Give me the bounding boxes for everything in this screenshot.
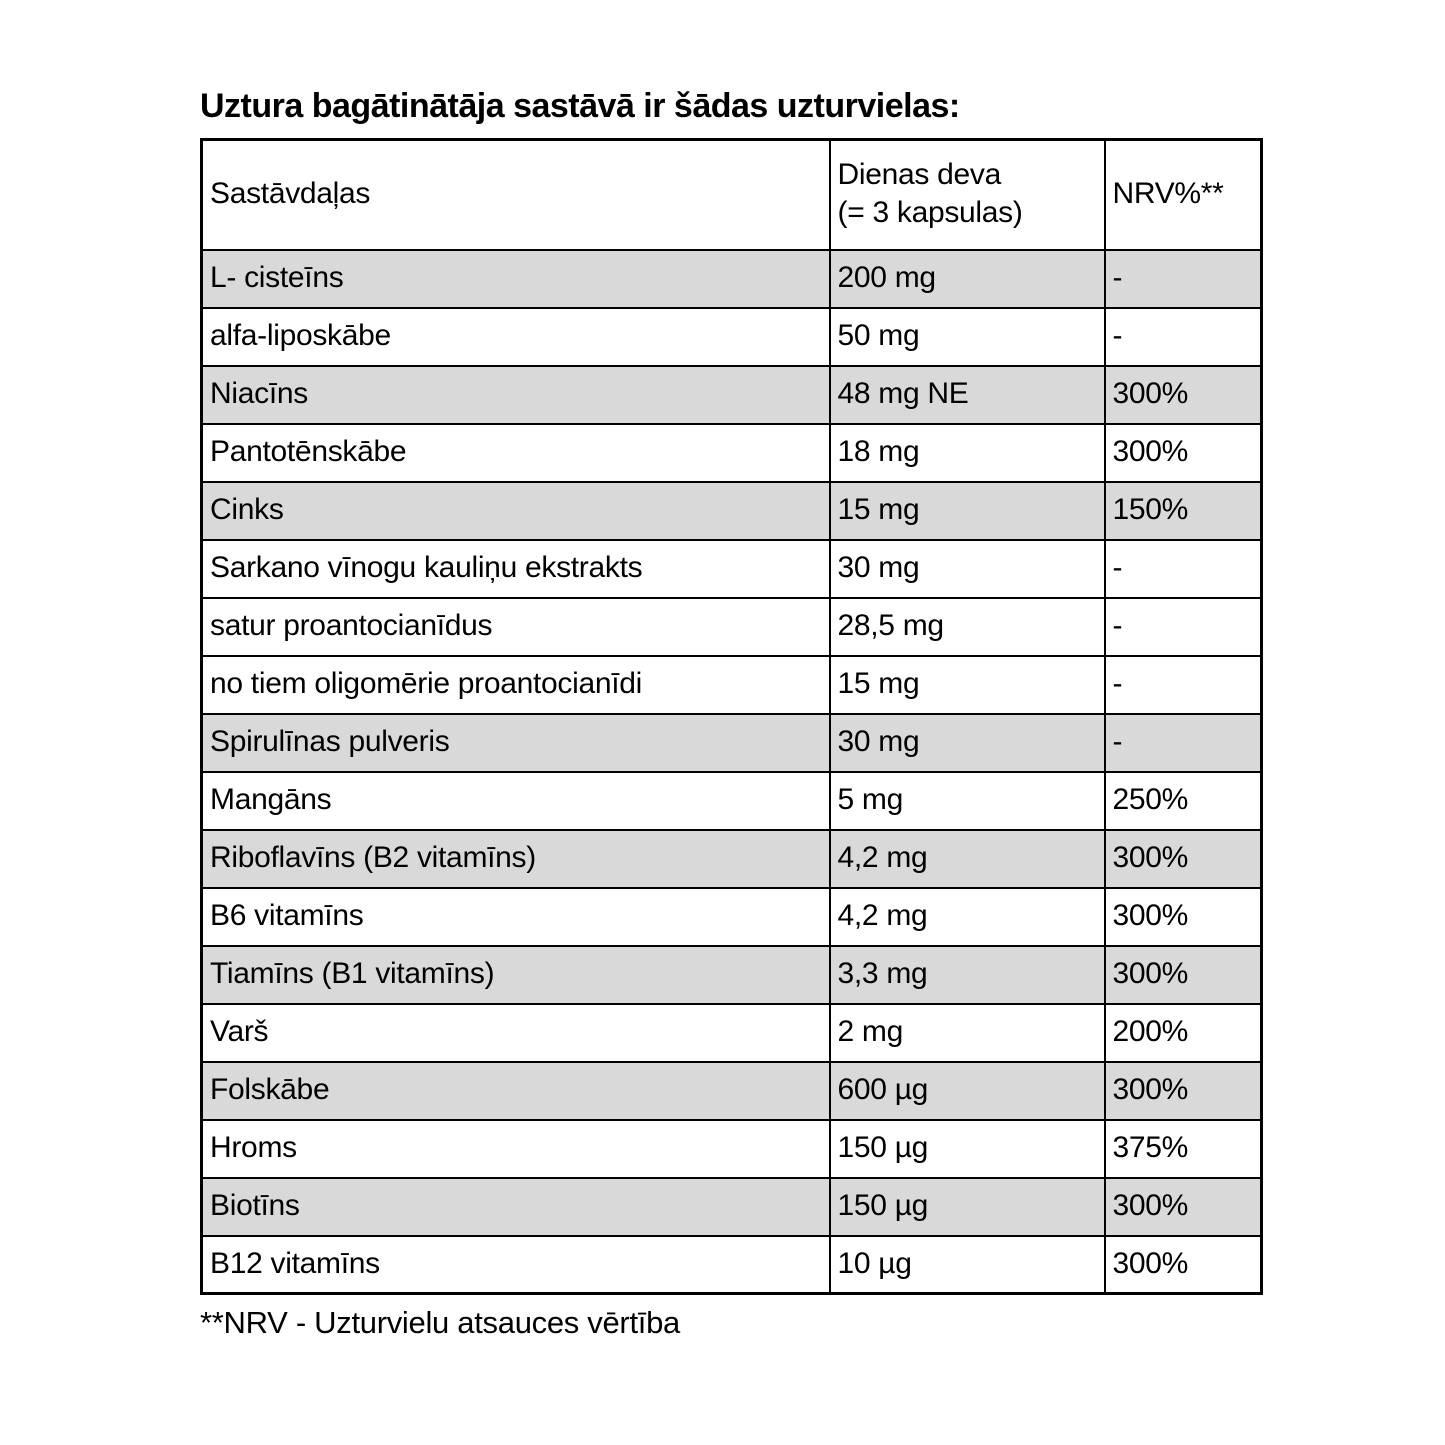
ingredient-cell: Sarkano vīnogu kauliņu ekstrakts <box>200 538 831 599</box>
column-header-ingredients: Sastāvdaļas <box>200 138 831 251</box>
ingredient-cell: B6 vitamīns <box>200 886 831 947</box>
nrv-cell: 300% <box>1103 422 1263 483</box>
ingredient-cell: Spirulīnas pulveris <box>200 712 831 773</box>
nutrition-facts-document: Uztura bagātinātāja sastāvā ir šādas uzt… <box>200 86 1263 1341</box>
daily-dose-line1: Dienas deva <box>837 158 1002 192</box>
nrv-cell: 250% <box>1103 770 1263 831</box>
nrv-cell: - <box>1103 538 1263 599</box>
dose-cell: 2 mg <box>828 1002 1106 1063</box>
column-header-daily-dose: Dienas deva (= 3 kapsulas) <box>828 138 1106 251</box>
ingredient-cell: Tiamīns (B1 vitamīns) <box>200 944 831 1005</box>
table-row: Pantotēnskābe 18 mg 300% <box>200 422 1263 483</box>
nrv-cell: 375% <box>1103 1118 1263 1179</box>
ingredient-cell: Hroms <box>200 1118 831 1179</box>
table-row: no tiem oligomērie proantocianīdi 15 mg - <box>200 654 1263 715</box>
nrv-cell: 300% <box>1103 364 1263 425</box>
dose-cell: 600 µg <box>828 1060 1106 1121</box>
nrv-cell: - <box>1103 248 1263 309</box>
table-row: Spirulīnas pulveris 30 mg - <box>200 712 1263 773</box>
ingredient-cell: Folskābe <box>200 1060 831 1121</box>
nrv-cell: 300% <box>1103 886 1263 947</box>
dose-cell: 3,3 mg <box>828 944 1106 1005</box>
table-row: Riboflavīns (B2 vitamīns) 4,2 mg 300% <box>200 828 1263 889</box>
dose-cell: 30 mg <box>828 712 1106 773</box>
ingredient-cell: L- cisteīns <box>200 248 831 309</box>
dose-cell: 15 mg <box>828 480 1106 541</box>
nrv-cell: - <box>1103 306 1263 367</box>
ingredient-cell: B12 vitamīns <box>200 1234 831 1295</box>
nrv-cell: - <box>1103 712 1263 773</box>
nrv-cell: 300% <box>1103 828 1263 889</box>
dose-cell: 5 mg <box>828 770 1106 831</box>
dose-cell: 10 µg <box>828 1234 1106 1295</box>
dose-cell: 150 µg <box>828 1176 1106 1237</box>
dose-cell: 50 mg <box>828 306 1106 367</box>
table-row: satur proantocianīdus 28,5 mg - <box>200 596 1263 657</box>
ingredient-cell: Cinks <box>200 480 831 541</box>
dose-cell: 15 mg <box>828 654 1106 715</box>
dose-cell: 18 mg <box>828 422 1106 483</box>
ingredient-cell: Biotīns <box>200 1176 831 1237</box>
daily-dose-line2: (= 3 kapsulas) <box>837 195 1023 229</box>
dose-cell: 4,2 mg <box>828 886 1106 947</box>
column-header-nrv: NRV%** <box>1103 138 1263 251</box>
table-row: B12 vitamīns 10 µg 300% <box>200 1234 1263 1295</box>
ingredient-cell: Riboflavīns (B2 vitamīns) <box>200 828 831 889</box>
nrv-cell: - <box>1103 596 1263 657</box>
table-row: Sarkano vīnogu kauliņu ekstrakts 30 mg - <box>200 538 1263 599</box>
table-row: Mangāns 5 mg 250% <box>200 770 1263 831</box>
ingredient-cell: Varš <box>200 1002 831 1063</box>
nrv-cell: - <box>1103 654 1263 715</box>
table-row: B6 vitamīns 4,2 mg 300% <box>200 886 1263 947</box>
dose-cell: 48 mg NE <box>828 364 1106 425</box>
nutrition-table: Sastāvdaļas Dienas deva (= 3 kapsulas) N… <box>200 137 1263 1296</box>
dose-cell: 150 µg <box>828 1118 1106 1179</box>
table-row: L- cisteīns 200 mg - <box>200 248 1263 309</box>
nrv-cell: 300% <box>1103 1234 1263 1295</box>
ingredient-cell: Pantotēnskābe <box>200 422 831 483</box>
table-row: Varš 2 mg 200% <box>200 1002 1263 1063</box>
dose-cell: 4,2 mg <box>828 828 1106 889</box>
page-title: Uztura bagātinātāja sastāvā ir šādas uzt… <box>200 87 960 125</box>
table-row: Tiamīns (B1 vitamīns) 3,3 mg 300% <box>200 944 1263 1005</box>
ingredient-cell: satur proantocianīdus <box>200 596 831 657</box>
ingredient-cell: Mangāns <box>200 770 831 831</box>
nrv-cell: 300% <box>1103 1060 1263 1121</box>
ingredient-cell: no tiem oligomērie proantocianīdi <box>200 654 831 715</box>
nrv-cell: 300% <box>1103 944 1263 1005</box>
nrv-cell: 150% <box>1103 480 1263 541</box>
dose-cell: 30 mg <box>828 538 1106 599</box>
table-body: L- cisteīns 200 mg - alfa-liposkābe 50 mg - Ni… <box>200 248 1263 1295</box>
dose-cell: 28,5 mg <box>828 596 1106 657</box>
nrv-cell: 200% <box>1103 1002 1263 1063</box>
nrv-footnote: **NRV - Uzturvielu atsauces vērtība <box>200 1305 680 1341</box>
dose-cell: 200 mg <box>828 248 1106 309</box>
table-row: Folskābe 600 µg 300% <box>200 1060 1263 1121</box>
table-row: Biotīns 150 µg 300% <box>200 1176 1263 1237</box>
nrv-cell: 300% <box>1103 1176 1263 1237</box>
table-row: Cinks 15 mg 150% <box>200 480 1263 541</box>
table-row: alfa-liposkābe 50 mg - <box>200 306 1263 367</box>
table-row: Niacīns 48 mg NE 300% <box>200 364 1263 425</box>
table-header-row: Sastāvdaļas Dienas deva (= 3 kapsulas) N… <box>200 138 1263 251</box>
table-row: Hroms 150 µg 375% <box>200 1118 1263 1179</box>
ingredient-cell: alfa-liposkābe <box>200 306 831 367</box>
ingredient-cell: Niacīns <box>200 364 831 425</box>
